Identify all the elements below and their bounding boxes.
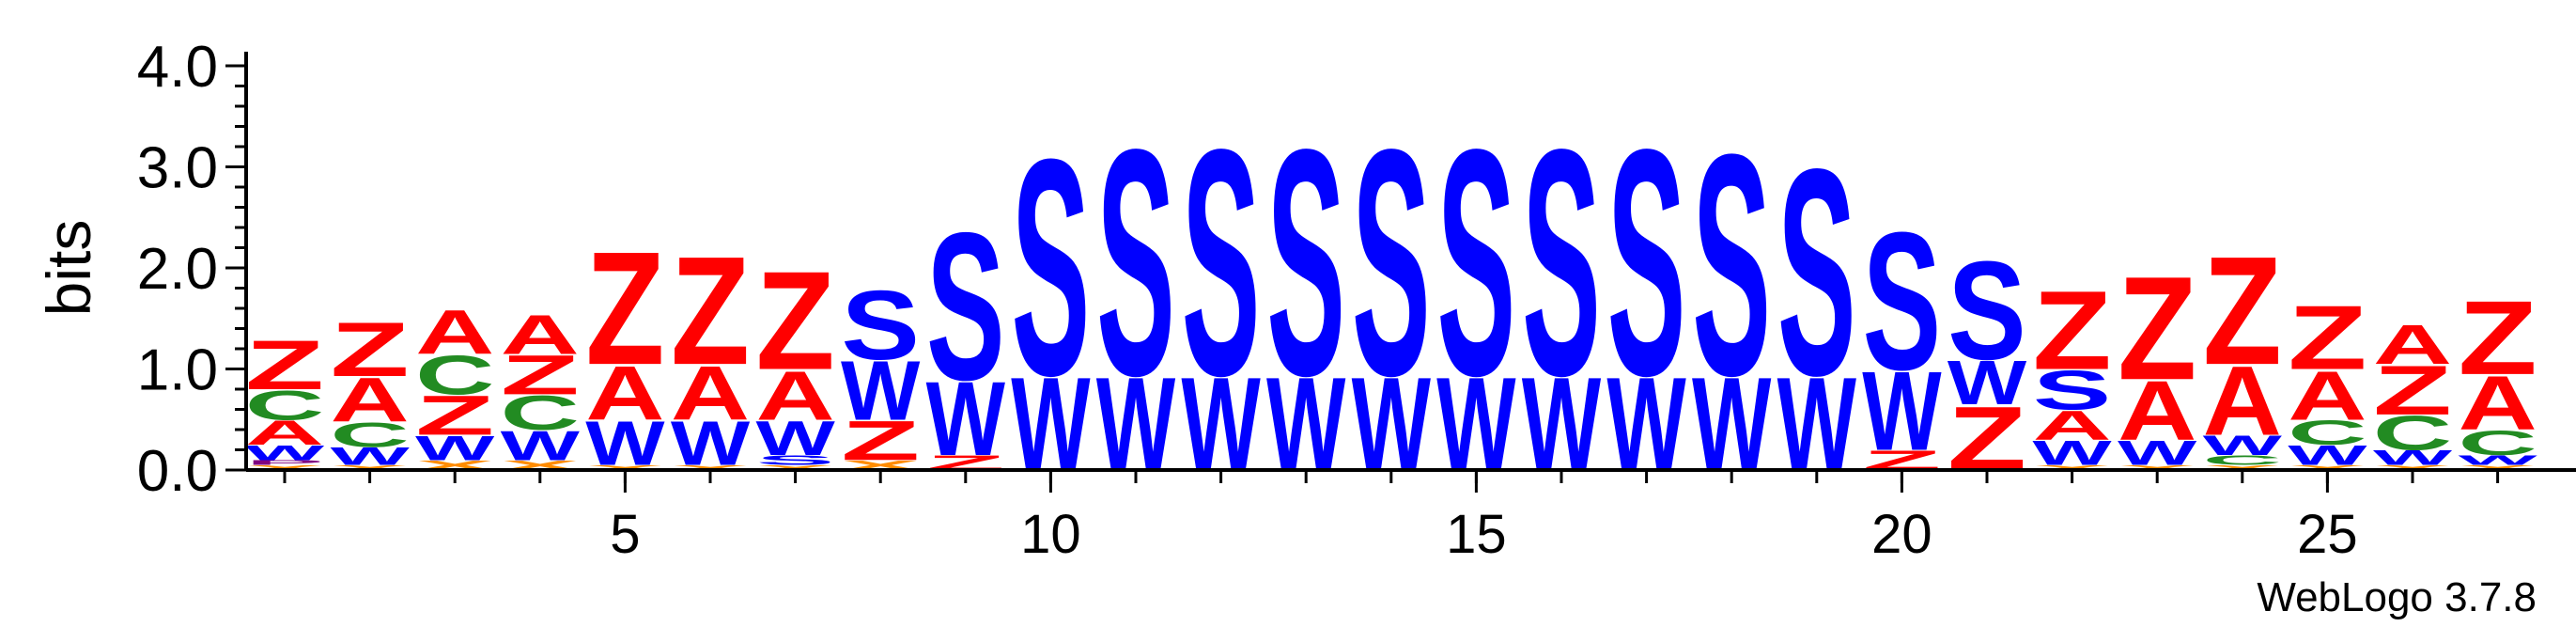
- logo-letter-w: W: [671, 407, 751, 478]
- logo-letter-s: S: [1607, 82, 1686, 443]
- logo-letter-a: A: [2118, 365, 2196, 459]
- logo-letter-c: C: [245, 382, 324, 429]
- logo-letter-a: A: [671, 351, 750, 436]
- logo-letter-s: S: [1437, 82, 1516, 443]
- logo-letter-s: S: [1352, 82, 1431, 443]
- logo-letter-x: X: [2373, 463, 2452, 471]
- logo-letter-c: C: [501, 385, 580, 440]
- x-tick-label: 5: [610, 504, 640, 565]
- logo-glyph-stacks: XPWACZXWCAZXWZCAXWCZAXWAZXWAZXSWAZXZWSZW…: [245, 82, 2538, 499]
- logo-letter-x: X: [2033, 463, 2112, 471]
- logo-letter-w: W: [585, 407, 665, 478]
- logo-letter-p: P: [245, 459, 324, 466]
- y-tick-label: 1.0: [137, 338, 218, 403]
- logo-letter-a: A: [755, 355, 834, 434]
- x-axis-ticks: 5 10 15 20 25: [283, 470, 2500, 565]
- logo-letter-c: C: [330, 415, 409, 454]
- logo-letter-x: X: [756, 463, 835, 471]
- logo-letter-z: Z: [2203, 226, 2282, 398]
- logo-letter-x: X: [331, 463, 410, 471]
- logo-letter-c: C: [2373, 406, 2452, 461]
- logo-letter-z: Z: [2459, 278, 2537, 397]
- logo-letter-c: C: [2203, 452, 2282, 468]
- logo-letter-w: W: [2458, 452, 2537, 468]
- logo-letter-s: S: [1777, 107, 1856, 437]
- logo-letter-a: A: [2458, 361, 2537, 447]
- logo-letter-z: Z: [671, 226, 750, 398]
- logo-letter-z: Z: [841, 410, 920, 472]
- logo-letter-z: Z: [501, 344, 580, 406]
- logo-letter-s: S: [1863, 191, 1942, 411]
- logo-letter-s: S: [1182, 82, 1261, 443]
- y-axis-label: bits: [34, 220, 103, 317]
- logo-letter-w: W: [1862, 350, 1942, 474]
- logo-letter-x: X: [245, 463, 324, 471]
- x-tick-label: 10: [1020, 504, 1081, 565]
- logo-letter-z: Z: [2033, 268, 2112, 393]
- logo-letter-a: A: [330, 365, 409, 435]
- logo-letter-w: W: [2288, 440, 2367, 471]
- logo-letter-z: Z: [2118, 246, 2196, 411]
- logo-letter-z: Z: [331, 306, 410, 393]
- logo-letter-z: Z: [415, 384, 494, 447]
- logo-letter-a: A: [2288, 355, 2367, 434]
- weblogo-credit: WebLogo 3.7.8: [2257, 574, 2537, 620]
- logo-letter-w: W: [755, 411, 834, 466]
- y-tick-label: 3.0: [137, 136, 218, 201]
- y-tick-label: 2.0: [137, 237, 218, 302]
- logo-letter-a: A: [2373, 313, 2452, 376]
- logo-letter-x: X: [2118, 463, 2196, 471]
- logo-letter-c: C: [2458, 424, 2537, 462]
- logo-letter-w: W: [926, 360, 1006, 478]
- logo-letter-w: W: [2118, 433, 2197, 473]
- logo-letter-x: X: [2459, 463, 2537, 471]
- logo-letter-x: X: [671, 463, 750, 471]
- logo-letter-w: W: [2373, 446, 2453, 469]
- logo-letter-z: Z: [756, 243, 835, 399]
- logo-letter-z: Z: [585, 218, 664, 399]
- y-axis-ticks: 0.0 1.0 2.0 3.0 4.0: [137, 35, 246, 504]
- logo-letter-w: W: [1948, 347, 2027, 418]
- logo-letter-s: S: [756, 452, 835, 468]
- logo-letter-a: A: [2032, 401, 2111, 448]
- logo-letter-x: X: [586, 463, 665, 471]
- logo-letter-a: A: [585, 351, 664, 436]
- logo-letter-w: W: [330, 442, 410, 470]
- logo-letter-a: A: [415, 297, 494, 368]
- logo-letter-s: S: [841, 271, 920, 380]
- logo-letter-s: S: [1692, 87, 1771, 441]
- logo-letter-s: S: [926, 190, 1005, 424]
- logo-letter-x: X: [2203, 463, 2282, 471]
- logo-letter-w: W: [841, 343, 921, 437]
- logo-letter-z: Z: [245, 326, 324, 404]
- logo-letter-s: S: [1096, 82, 1175, 443]
- logo-letter-c: C: [2288, 414, 2367, 452]
- logo-letter-z: Z: [2288, 287, 2367, 388]
- logo-axes: 0.0 1.0 2.0 3.0 4.0 5 10 15 20 25: [137, 35, 2576, 565]
- logo-letter-a: A: [2203, 347, 2282, 456]
- x-tick-label: 20: [1871, 504, 1932, 565]
- y-tick-label: 4.0: [137, 35, 218, 100]
- logo-letter-w: W: [2032, 433, 2112, 473]
- logo-letter-w: W: [501, 422, 581, 469]
- logo-letter-z: Z: [2373, 352, 2452, 430]
- logo-letter-w: W: [2203, 430, 2283, 461]
- logo-letter-c: C: [415, 343, 494, 406]
- logo-letter-x: X: [2289, 463, 2367, 471]
- logo-letter-s: S: [1266, 82, 1345, 443]
- y-tick-label: 0.0: [137, 439, 218, 504]
- logo-letter-w: W: [245, 441, 325, 464]
- logo-letter-s: S: [1012, 95, 1091, 440]
- x-tick-label: 15: [1446, 504, 1507, 565]
- x-tick-label: 25: [2297, 504, 2358, 565]
- logo-letter-s: S: [2033, 358, 2112, 421]
- logo-letter-a: A: [245, 414, 324, 452]
- logo-letter-a: A: [501, 303, 580, 366]
- logo-letter-w: W: [415, 428, 495, 467]
- logo-letter-s: S: [1948, 232, 2026, 389]
- logo-letter-s: S: [1522, 82, 1601, 443]
